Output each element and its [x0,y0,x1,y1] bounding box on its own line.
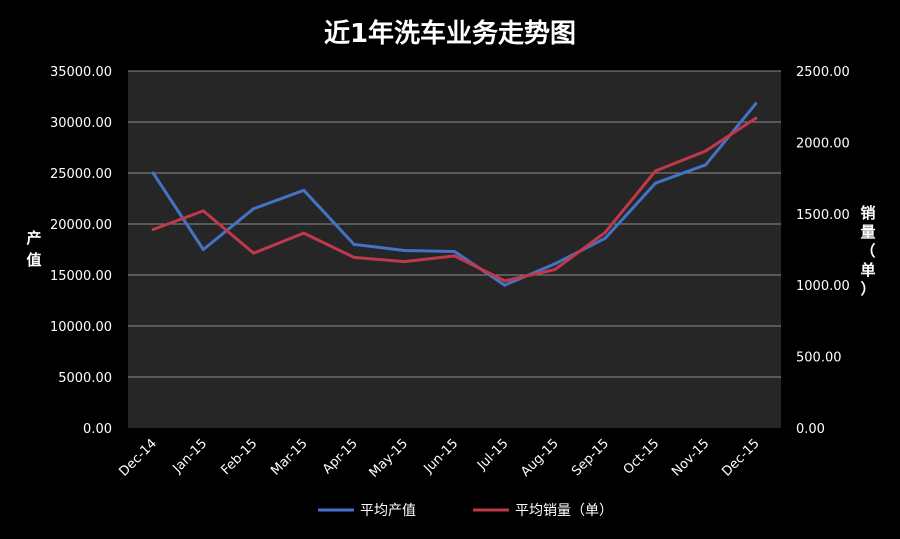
data-point [402,260,406,264]
data-point [653,169,657,173]
data-point [503,283,507,287]
data-point [653,181,657,185]
left-axis-ticks: 0.00 5000.00 10000.00 15000.00 20000.00 25000… [50,65,112,437]
data-point [553,262,557,266]
right-tick-label: 2500.00 [796,65,850,80]
left-axis-label: 产值 [26,229,41,269]
data-point [302,188,306,192]
left-tick-label: 10000.00 [50,320,112,335]
data-point [302,231,306,235]
legend: 平均产值 平均销量（单） [318,503,613,519]
right-tick-label: 500.00 [796,351,842,366]
data-point [603,230,607,234]
left-tick-label: 15000.00 [50,269,112,284]
data-point [151,228,155,232]
left-tick-label: 5000.00 [58,371,112,386]
left-tick-label: 20000.00 [50,218,112,233]
series-lines [151,102,758,287]
right-tick-label: 1000.00 [796,279,850,294]
data-point [151,171,155,175]
data-point [352,242,356,246]
data-point [252,207,256,211]
data-point [704,163,708,167]
left-axis-title: 产值 [26,229,41,269]
data-point [201,248,205,251]
data-point [553,267,557,271]
right-axis-label: 销量（单） [860,204,875,298]
data-point [352,255,356,259]
right-axis-ticks: 0.00 500.00 1000.00 1500.00 2000.00 2500.00 [796,65,850,437]
data-point [402,249,406,253]
data-point [503,279,507,283]
right-tick-label: 2000.00 [796,136,850,151]
data-point [603,236,607,240]
data-point [704,149,708,153]
left-tick-label: 0.00 [83,422,112,437]
data-point [754,116,758,120]
legend-label-2: 平均销量（单） [515,503,613,519]
chart-title: 近1年洗车业务走势图 [324,18,576,49]
data-point [754,102,758,106]
right-tick-label: 1500.00 [796,208,850,223]
data-point [252,251,256,255]
left-tick-label: 35000.00 [50,65,112,80]
left-tick-label: 30000.00 [50,116,112,131]
data-point [453,254,456,258]
data-point [201,209,205,213]
left-tick-label: 25000.00 [50,167,112,182]
plot-area [128,71,781,428]
right-axis-title: 销量（单） [860,204,875,298]
legend-label-1: 平均产值 [360,503,416,519]
right-tick-label: 0.00 [796,422,825,437]
data-point [453,250,456,254]
